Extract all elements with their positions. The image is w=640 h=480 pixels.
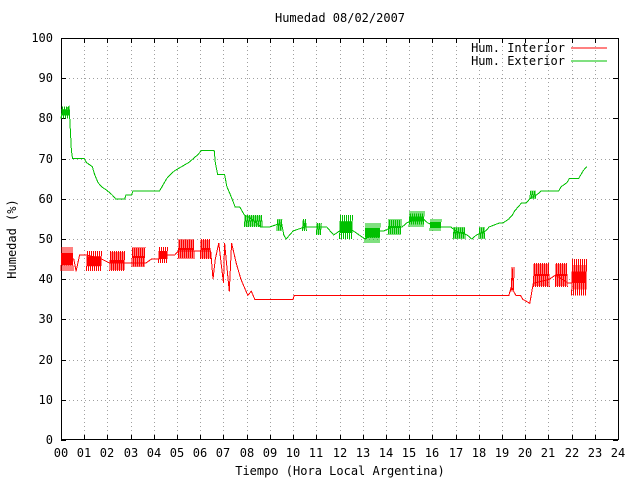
legend-label-interior: Hum. Interior: [471, 41, 565, 55]
series-noise-band: [109, 251, 126, 272]
y-tick-label: 0: [46, 433, 53, 447]
series-layer: [60, 105, 588, 305]
x-tick-label: 24: [611, 446, 625, 460]
x-tick-label: 04: [147, 446, 161, 460]
series-noise-band: [301, 218, 307, 232]
y-tick-label: 70: [39, 152, 53, 166]
legend: Hum. Interior Hum. Exterior: [471, 41, 607, 68]
series-noise-band: [452, 226, 466, 240]
y-tick-label: 80: [39, 111, 53, 125]
x-tick-label: 00: [54, 446, 68, 460]
x-axis-label: Tiempo (Hora Local Argentina): [235, 464, 445, 478]
series-hum-interior: [60, 238, 588, 305]
series-noise-band: [315, 222, 322, 236]
x-tick-label: 05: [170, 446, 184, 460]
x-tick-label: 16: [425, 446, 439, 460]
series-line: [60, 105, 588, 240]
y-tick-label: 50: [39, 232, 53, 246]
y-tick-label: 10: [39, 393, 53, 407]
series-noise-band: [60, 246, 74, 272]
x-tick-label: 18: [472, 446, 486, 460]
series-noise-band: [510, 267, 515, 292]
y-tick-label: 40: [39, 272, 53, 286]
x-tick-label: 22: [565, 446, 579, 460]
series-hum-exterior: [60, 105, 588, 244]
series-noise-band: [276, 218, 283, 232]
x-tick-label: 11: [309, 446, 323, 460]
x-tick-label: 15: [402, 446, 416, 460]
x-tick-label: 08: [240, 446, 254, 460]
series-noise-band: [429, 218, 442, 232]
y-tick-label: 60: [39, 192, 53, 206]
y-axis-label: Humedad (%): [5, 199, 19, 278]
series-noise-band: [243, 214, 263, 227]
x-tick-label: 01: [77, 446, 91, 460]
series-noise-band: [158, 246, 168, 264]
y-tick-label: 20: [39, 353, 53, 367]
series-noise-band: [364, 222, 381, 244]
series-noise-band: [86, 251, 102, 272]
legend-label-exterior: Hum. Exterior: [471, 54, 565, 68]
axis-ticks: 00 01 02 03 04 05 06 07 08 09 10 11 12 13 14 15 16 17 18 19…: [31, 31, 625, 460]
x-tick-label: 12: [333, 446, 347, 460]
x-tick-label: 06: [193, 446, 207, 460]
x-tick-label: 10: [286, 446, 300, 460]
series-noise-band: [199, 238, 211, 260]
x-tick-label: 02: [100, 446, 114, 460]
chart-title: Humedad 08/02/2007: [275, 11, 405, 25]
x-tick-label: 17: [449, 446, 463, 460]
x-tick-label: 03: [124, 446, 138, 460]
series-noise-band: [177, 238, 195, 260]
series-noise-band: [529, 190, 537, 199]
x-tick-label: 14: [379, 446, 393, 460]
series-line: [60, 242, 587, 305]
series-noise-band: [131, 246, 146, 268]
x-tick-label: 09: [263, 446, 277, 460]
y-tick-label: 100: [31, 31, 53, 45]
series-noise-band: [478, 226, 486, 240]
x-tick-label: 19: [495, 446, 509, 460]
series-noise-band: [554, 263, 568, 288]
y-tick-label: 90: [39, 71, 53, 85]
series-noise-band: [532, 263, 550, 288]
grid-layer: [61, 38, 618, 440]
series-noise-band: [571, 259, 588, 296]
y-tick-label: 30: [39, 312, 53, 326]
series-noise-band: [61, 106, 70, 119]
x-tick-label: 21: [541, 446, 555, 460]
x-tick-label: 13: [356, 446, 370, 460]
x-tick-label: 23: [588, 446, 602, 460]
x-tick-label: 07: [216, 446, 230, 460]
x-tick-label: 20: [518, 446, 532, 460]
